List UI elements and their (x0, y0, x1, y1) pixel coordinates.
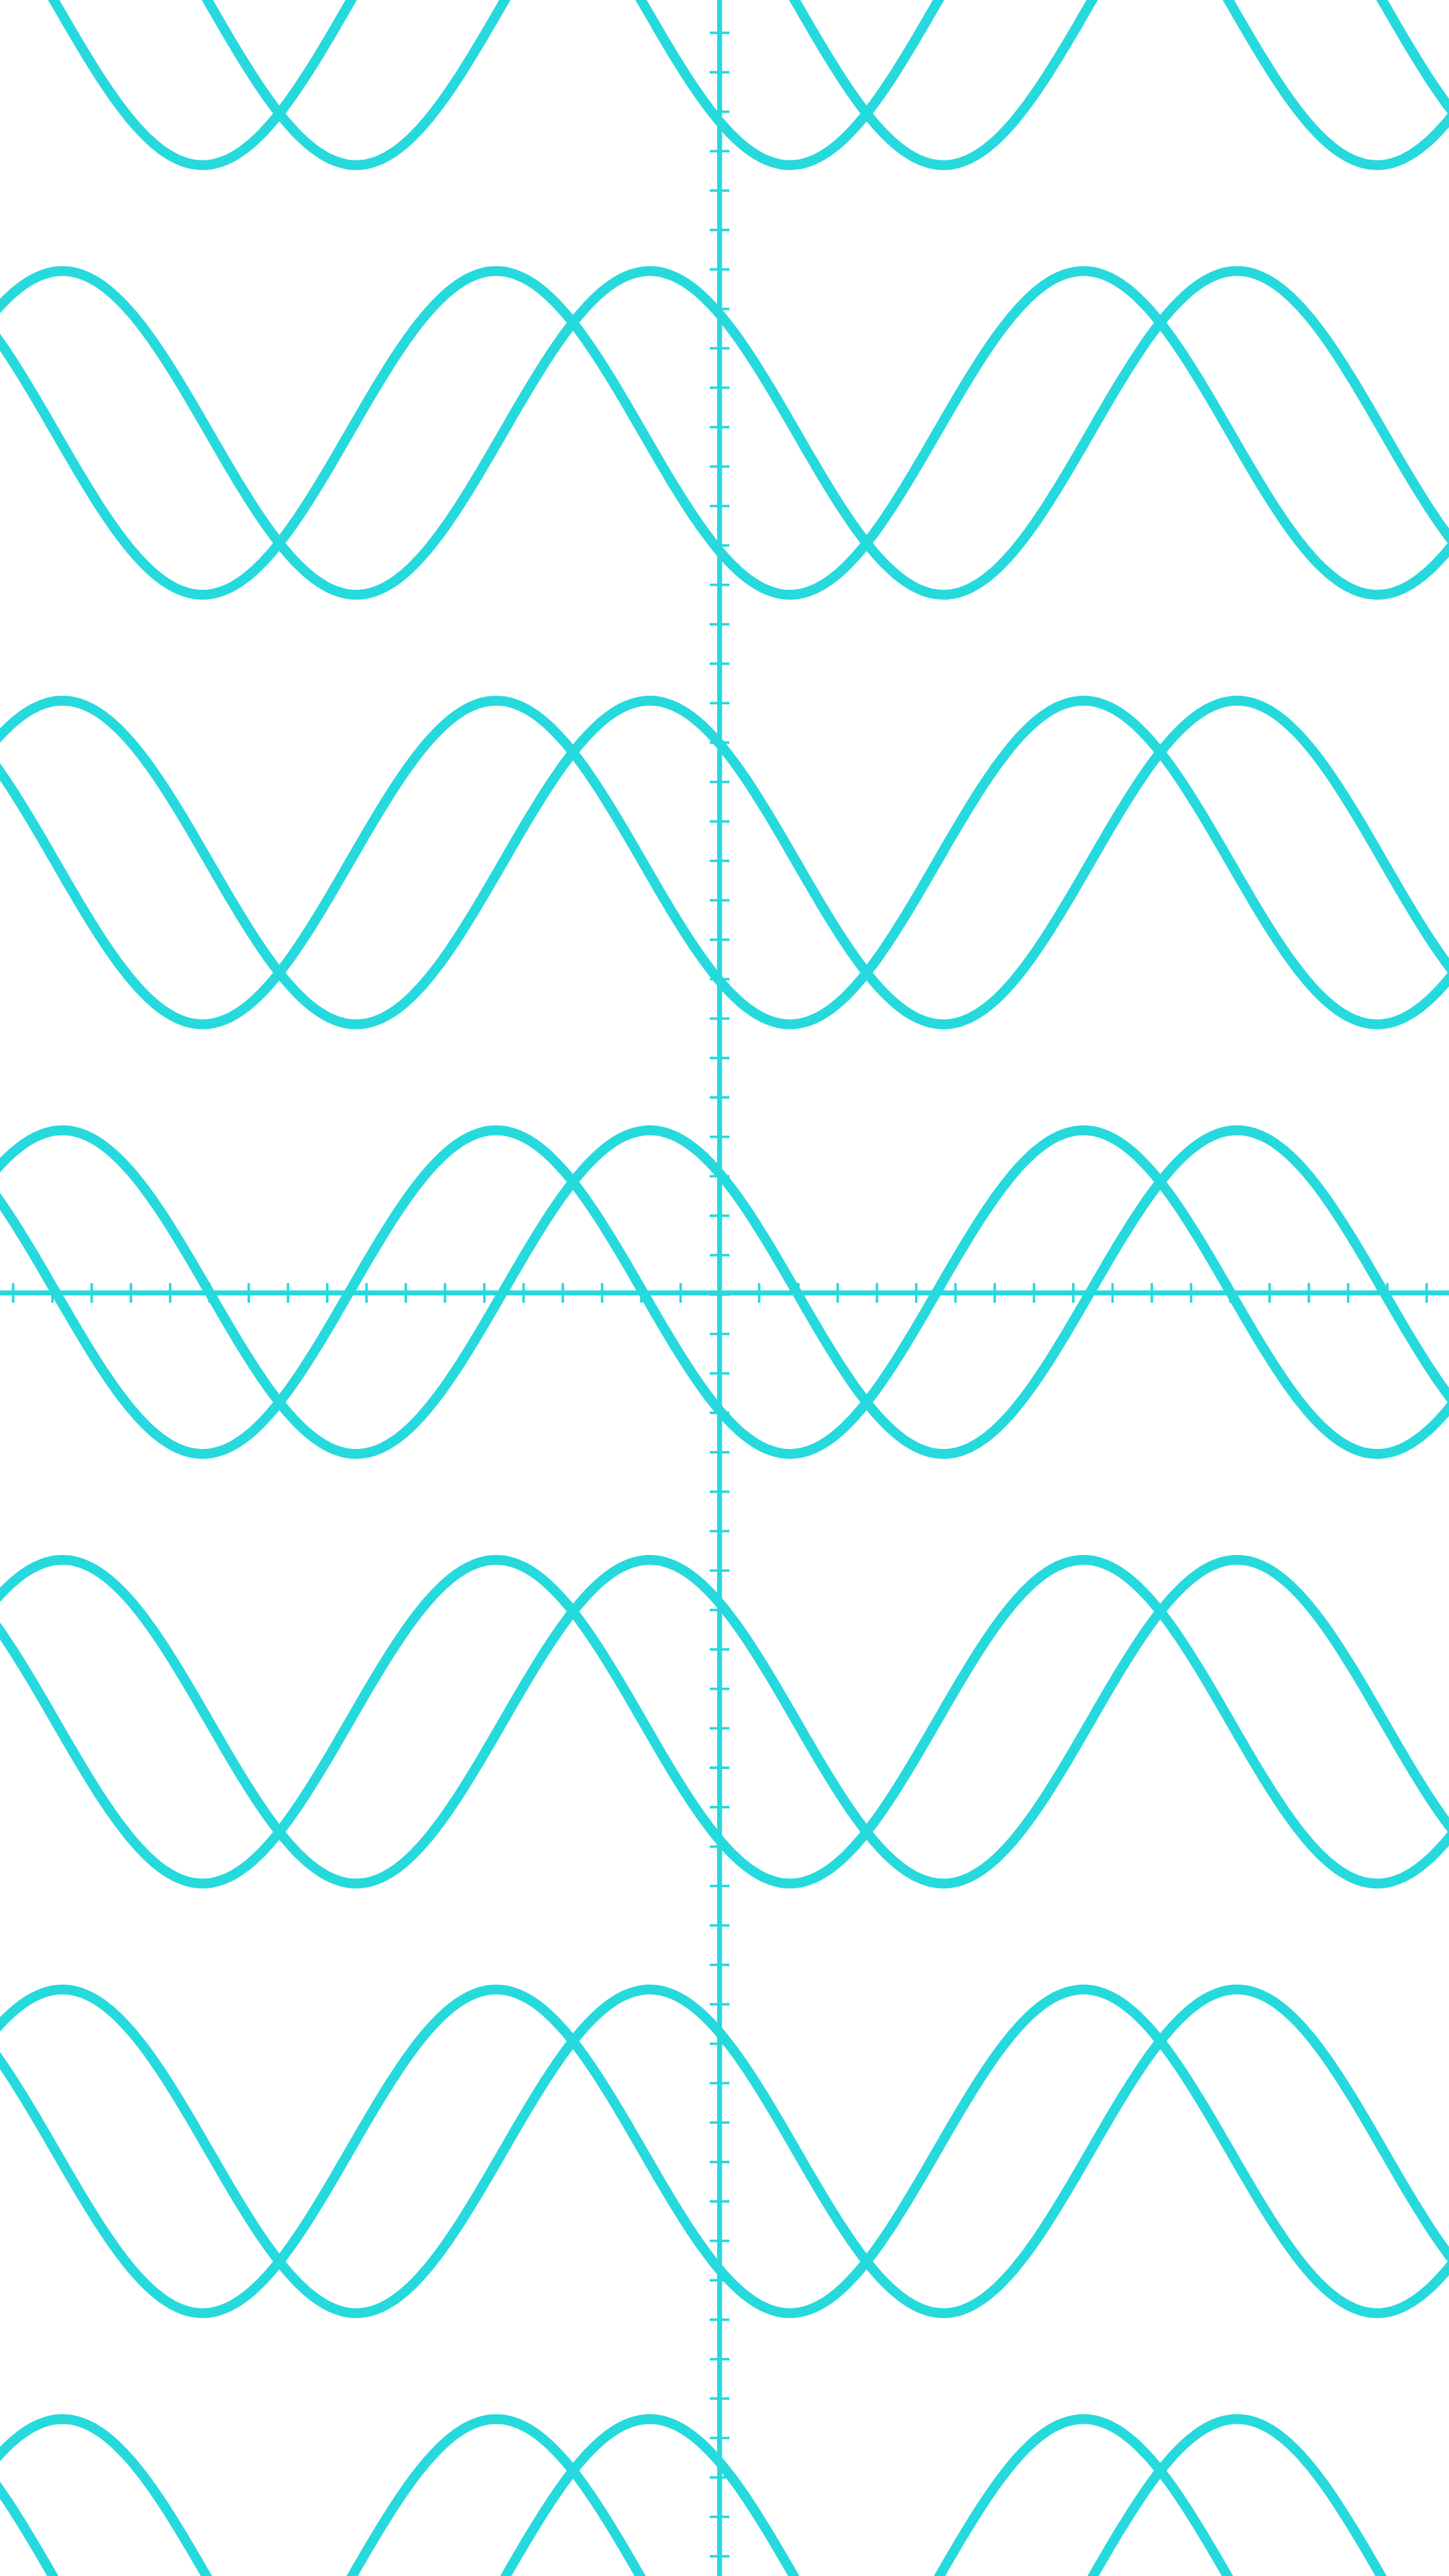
curve (0, 266, 1449, 600)
curve (0, 1984, 1449, 2318)
curve (0, 696, 1449, 1030)
curve (0, 1125, 1449, 1459)
curve (0, 266, 1449, 600)
curve (0, 1125, 1449, 1459)
curve (0, 2414, 1387, 2576)
curve (0, 696, 1449, 1030)
curve (48, 0, 1449, 170)
curve (0, 1984, 1449, 2318)
curve (0, 2414, 1234, 2576)
curve (201, 0, 1449, 170)
